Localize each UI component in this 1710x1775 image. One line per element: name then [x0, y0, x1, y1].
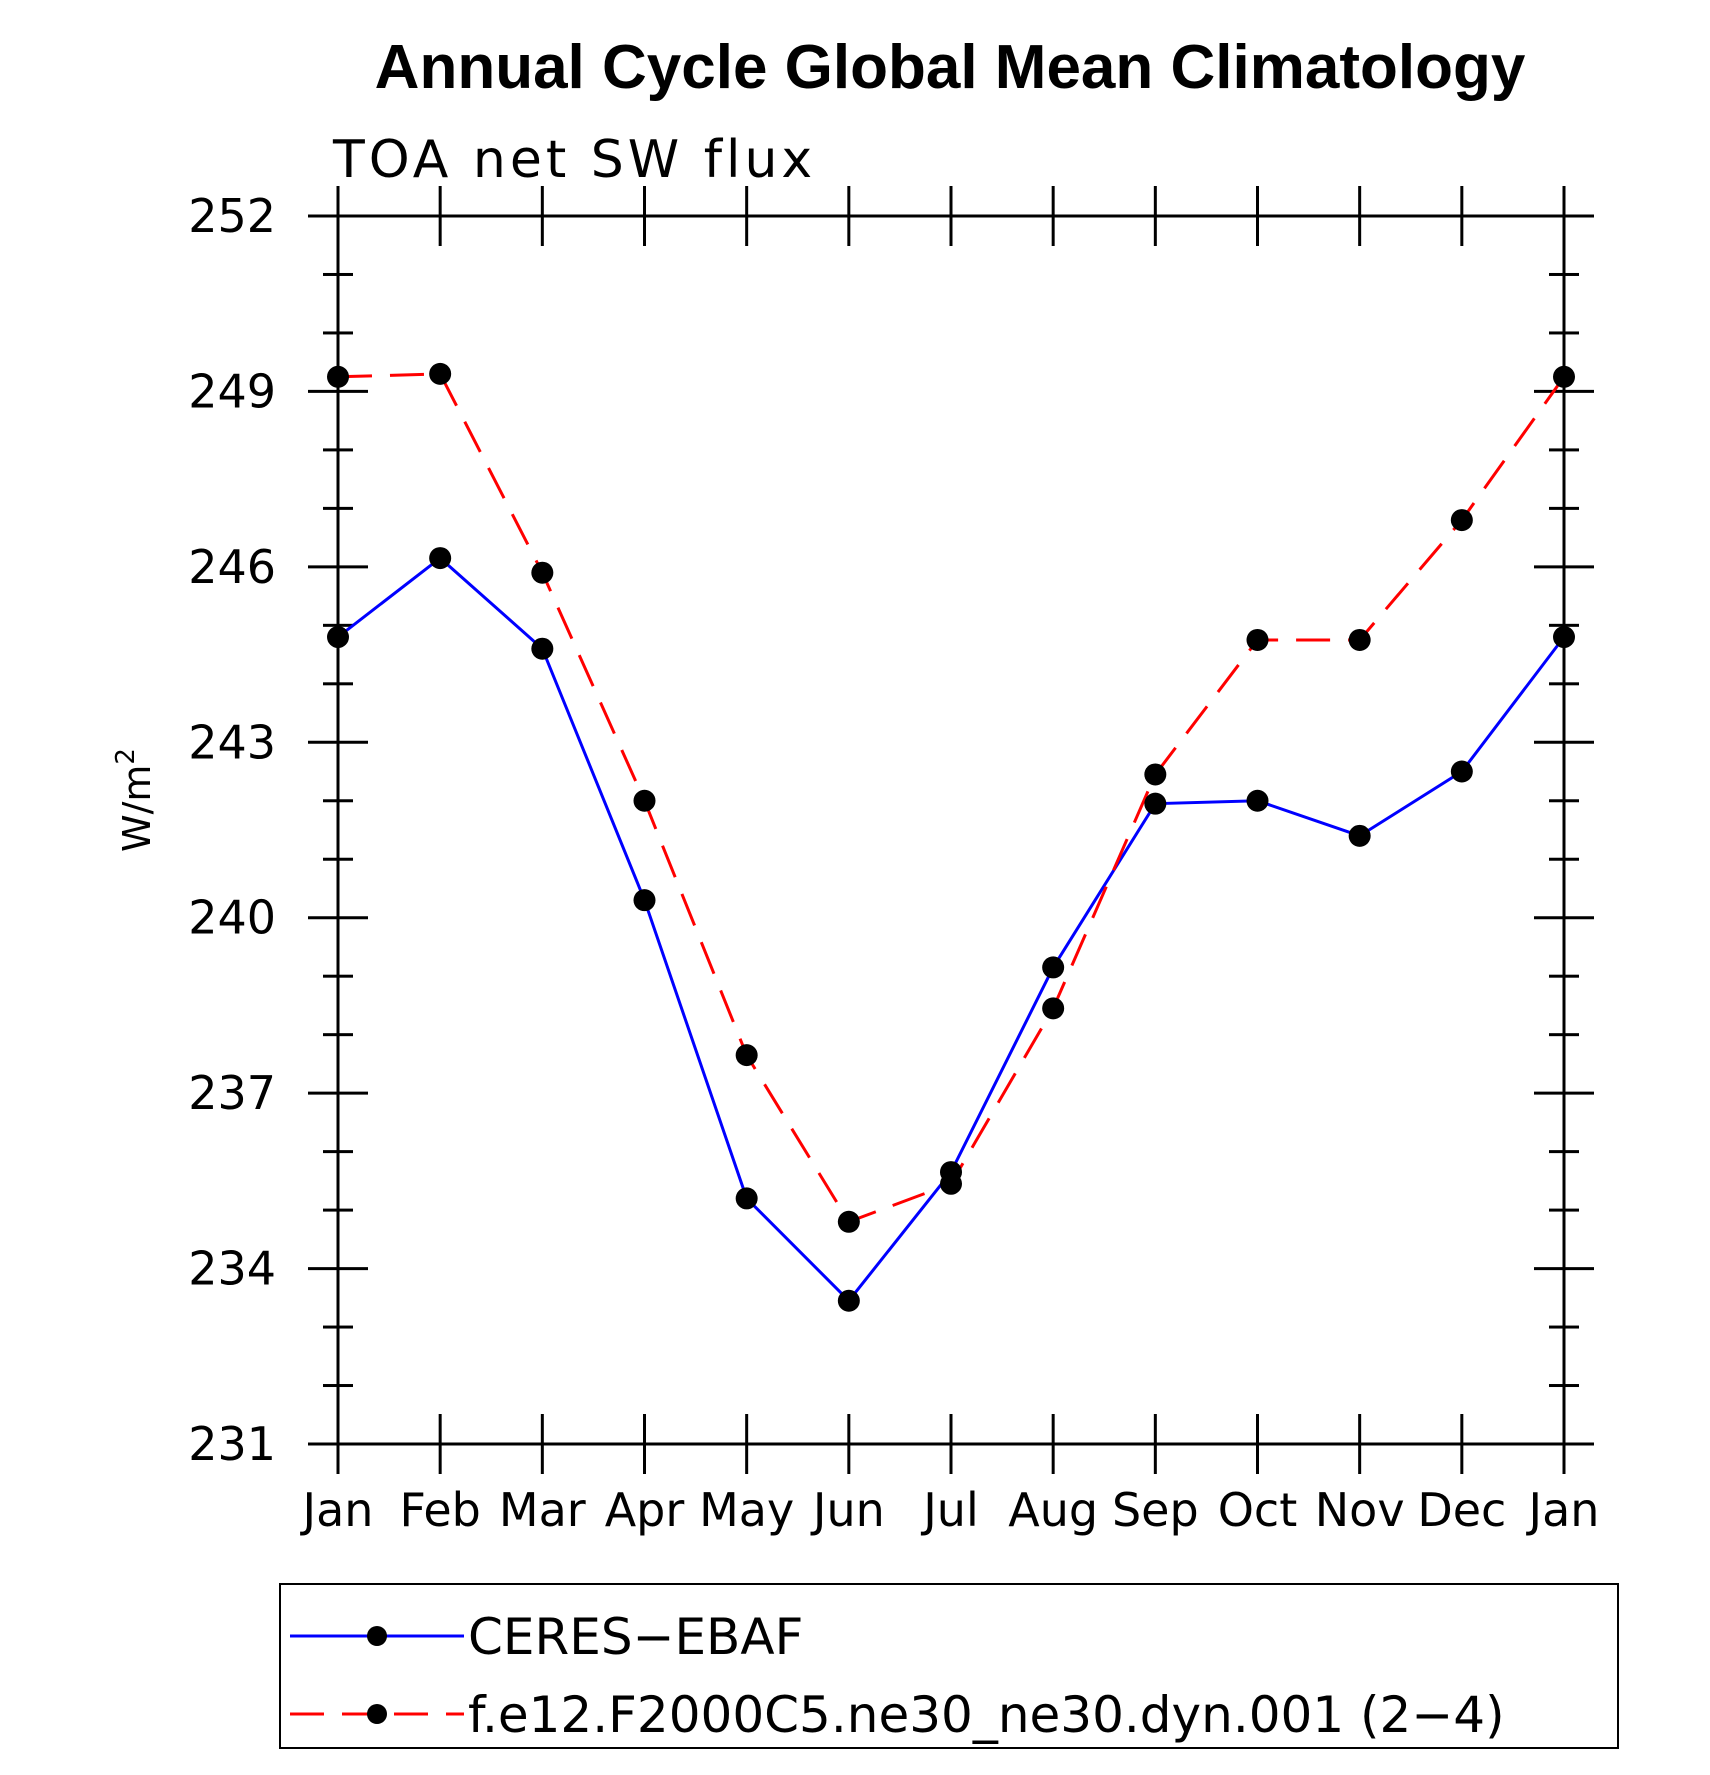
chart-subtitle: TOA net SW flux — [332, 130, 816, 190]
y-tick-label: 246 — [188, 540, 276, 594]
series-0-point — [1144, 792, 1167, 815]
y-axis-label: W/m2 — [111, 748, 159, 852]
y-axis-label-superscript: 2 — [111, 748, 141, 765]
y-tick-label: 234 — [188, 1242, 276, 1296]
series-layer — [327, 362, 1575, 1312]
x-tick-label: Jan — [300, 1483, 374, 1537]
plot-axes: Jan Feb Mar Apr May Jun Jul Aug Sep Oct Nov Dec Jan 2… — [188, 186, 1599, 1537]
x-tick-label: Jun — [810, 1483, 885, 1537]
series-0-point — [633, 889, 656, 912]
series-1-point — [429, 362, 452, 385]
legend: CERES−EBAF f.e12.F2000C5.ne30_ne30.dyn.00… — [279, 1583, 1619, 1749]
series-0-point — [1450, 760, 1473, 783]
series-1-point — [1144, 763, 1167, 786]
series-0-point — [837, 1289, 860, 1312]
series-1-point — [531, 561, 554, 584]
series-0-point — [1246, 789, 1269, 812]
chart-title: Annual Cycle Global Mean Climatology — [375, 33, 1526, 102]
y-tick-label: 240 — [188, 891, 276, 945]
svg-text:W/m2: W/m2 — [111, 748, 159, 852]
x-tick-label: Nov — [1315, 1483, 1405, 1537]
y-tick-label: 237 — [188, 1066, 276, 1120]
series-0-point — [1553, 626, 1575, 649]
x-tick-label: Jul — [920, 1483, 979, 1537]
legend-box — [279, 1583, 1619, 1749]
y-axis-label-text: W/m — [115, 765, 159, 852]
x-tick-label: Jan — [1526, 1483, 1600, 1537]
x-tick-label: Apr — [605, 1483, 685, 1537]
series-1-point — [1042, 997, 1065, 1020]
x-tick-label: May — [699, 1483, 794, 1537]
series-1-point — [940, 1172, 962, 1195]
x-tick-label: Sep — [1112, 1483, 1199, 1537]
series-1-point — [327, 365, 349, 388]
series-1-point — [1450, 509, 1473, 532]
x-tick-label: Aug — [1008, 1483, 1098, 1537]
series-1-point — [837, 1210, 860, 1233]
y-tick-label: 249 — [188, 364, 276, 418]
legend-marker-0 — [367, 1626, 387, 1646]
series-0-point — [735, 1187, 758, 1210]
series-0-point — [531, 637, 554, 660]
series-0-point — [429, 547, 452, 570]
legend-label-0: CERES−EBAF — [468, 1608, 803, 1666]
series-0-point — [1348, 824, 1371, 847]
x-tick-label: Dec — [1417, 1483, 1506, 1537]
series-0-point — [1042, 956, 1065, 979]
plot-frame — [336, 214, 1566, 1446]
series-1-point — [633, 789, 656, 812]
series-1-point — [1348, 628, 1371, 651]
legend-label-1: f.e12.F2000C5.ne30_ne30.dyn.001 (2−4) — [468, 1686, 1505, 1744]
x-tick-label: Feb — [399, 1483, 480, 1537]
x-tick-label: Oct — [1218, 1483, 1298, 1537]
legend-marker-1 — [367, 1704, 387, 1724]
y-tick-label: 252 — [188, 189, 276, 243]
series-0-point — [327, 626, 349, 649]
series-1-point — [735, 1044, 758, 1067]
y-tick-label: 243 — [188, 715, 276, 769]
series-1-point — [1553, 365, 1575, 388]
series-line-1 — [337, 372, 1566, 1224]
series-1-point — [1246, 628, 1269, 651]
y-tick-label: 231 — [188, 1417, 276, 1471]
x-tick-label: Mar — [499, 1483, 586, 1537]
